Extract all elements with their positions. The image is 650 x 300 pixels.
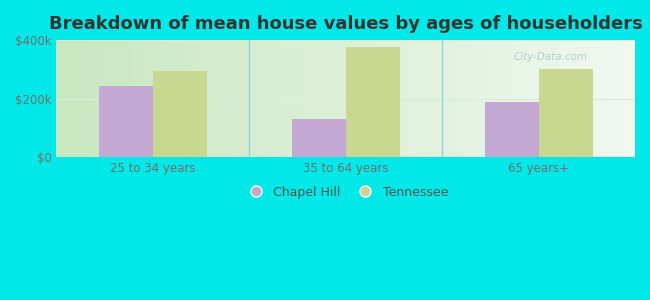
Bar [153,71,207,157]
Bar [292,119,346,157]
Bar [539,69,593,157]
Title: Breakdown of mean house values by ages of householders: Breakdown of mean house values by ages o… [49,15,643,33]
Bar [346,47,400,157]
Bar [485,102,539,157]
Legend: Chapel Hill, Tennessee: Chapel Hill, Tennessee [238,181,453,204]
Bar [99,85,153,157]
Text: City-Data.com: City-Data.com [514,52,588,62]
